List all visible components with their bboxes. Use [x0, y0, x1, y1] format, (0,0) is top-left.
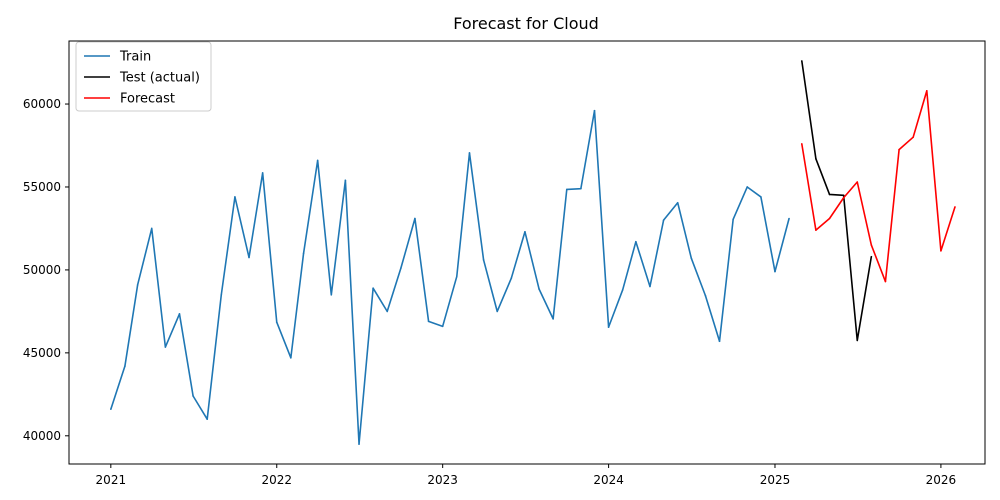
- data-point-train: [774, 270, 776, 273]
- x-tick-label: 2024: [593, 473, 624, 487]
- data-point-train: [150, 227, 153, 230]
- data-point-train: [372, 287, 374, 289]
- data-point-forecast: [954, 206, 956, 208]
- data-point-train: [136, 284, 139, 286]
- data-point-forecast: [801, 143, 803, 145]
- y-tick-label: 55000: [23, 180, 61, 194]
- data-point-train: [565, 188, 568, 191]
- data-point-train: [110, 408, 112, 411]
- data-point-train: [468, 152, 471, 154]
- data-point-forecast: [870, 244, 873, 246]
- legend: Train Test (actual) Forecast: [75, 41, 212, 112]
- legend-box: [75, 41, 212, 112]
- data-point-train: [580, 187, 582, 190]
- data-point-train: [593, 109, 596, 112]
- data-point-train: [718, 340, 721, 343]
- axes: 2021 2022 2023 2024 2025 2026 40000 45000 50000 5…: [23, 40, 986, 487]
- data-point-train: [178, 313, 181, 315]
- plot-area: [110, 60, 956, 445]
- data-point-test-actual: [815, 157, 817, 160]
- data-point-train: [206, 418, 208, 421]
- data-point-train: [316, 159, 319, 162]
- y-tick-label: 45000: [23, 346, 61, 360]
- data-point-train: [220, 294, 223, 296]
- x-tick-label: 2026: [926, 473, 957, 487]
- data-point-train: [386, 310, 389, 313]
- data-point-forecast: [926, 89, 928, 92]
- x-tick-label: 2023: [427, 473, 458, 487]
- data-point-forecast: [842, 196, 845, 199]
- data-point-train: [524, 230, 526, 233]
- legend-label-test-actual: Test (actual): [119, 71, 200, 86]
- data-point-train: [788, 217, 790, 220]
- data-point-train: [400, 267, 402, 270]
- data-point-train: [649, 285, 651, 288]
- data-point-train: [732, 218, 734, 221]
- data-point-train: [510, 277, 513, 280]
- data-point-train: [455, 275, 458, 278]
- data-point-train: [760, 196, 762, 198]
- legend-label-forecast: Forecast: [120, 92, 175, 107]
- data-point-train: [621, 289, 624, 291]
- data-point-train: [275, 321, 278, 323]
- y-tick-label: 40000: [23, 429, 61, 443]
- data-point-train: [358, 443, 360, 445]
- data-point-train: [676, 201, 679, 204]
- data-point-train: [164, 346, 167, 348]
- data-point-test-actual: [842, 194, 845, 197]
- data-point-forecast: [912, 136, 914, 139]
- data-point-train: [302, 252, 305, 255]
- data-point-train: [234, 196, 236, 198]
- y-tick-label: 60000: [23, 97, 61, 111]
- data-point-train: [344, 179, 347, 182]
- data-point-train: [330, 294, 333, 296]
- series-line-forecast: [801, 89, 956, 283]
- series-line-train: [110, 109, 790, 445]
- data-point-forecast: [828, 217, 831, 220]
- data-point-test-actual: [828, 193, 831, 196]
- data-point-train: [607, 326, 610, 328]
- data-point-train: [427, 320, 430, 323]
- data-point-train: [261, 172, 264, 174]
- data-point-train: [124, 365, 126, 367]
- plot-frame: [68, 40, 986, 465]
- data-point-forecast: [815, 229, 817, 231]
- y-tick-label: 50000: [23, 263, 61, 277]
- data-point-forecast: [940, 250, 942, 252]
- data-point-train: [441, 325, 444, 328]
- data-point-test-actual: [801, 60, 803, 62]
- data-point-train: [746, 186, 749, 188]
- data-point-train: [482, 259, 485, 261]
- legend-label-train: Train: [119, 50, 151, 65]
- data-point-train: [414, 217, 416, 220]
- data-point-forecast: [884, 280, 887, 283]
- data-point-train: [248, 256, 250, 259]
- x-tick-label: 2021: [96, 473, 127, 487]
- data-point-forecast: [856, 181, 859, 183]
- data-point-train: [704, 294, 707, 297]
- data-point-test-actual: [856, 339, 859, 342]
- data-point-train: [635, 240, 637, 243]
- x-tick-label: 2025: [760, 473, 791, 487]
- data-point-train: [662, 219, 665, 221]
- data-point-forecast: [898, 148, 900, 151]
- data-point-train: [690, 257, 693, 260]
- data-point-train: [496, 310, 499, 313]
- data-point-train: [552, 318, 554, 320]
- x-tick-label: 2022: [261, 473, 292, 487]
- data-point-train: [290, 357, 292, 359]
- data-point-train: [192, 395, 194, 397]
- chart-title: Forecast for Cloud: [453, 14, 599, 33]
- series-line-test-actual: [801, 60, 873, 342]
- data-point-test-actual: [870, 255, 873, 258]
- data-point-train: [538, 288, 540, 290]
